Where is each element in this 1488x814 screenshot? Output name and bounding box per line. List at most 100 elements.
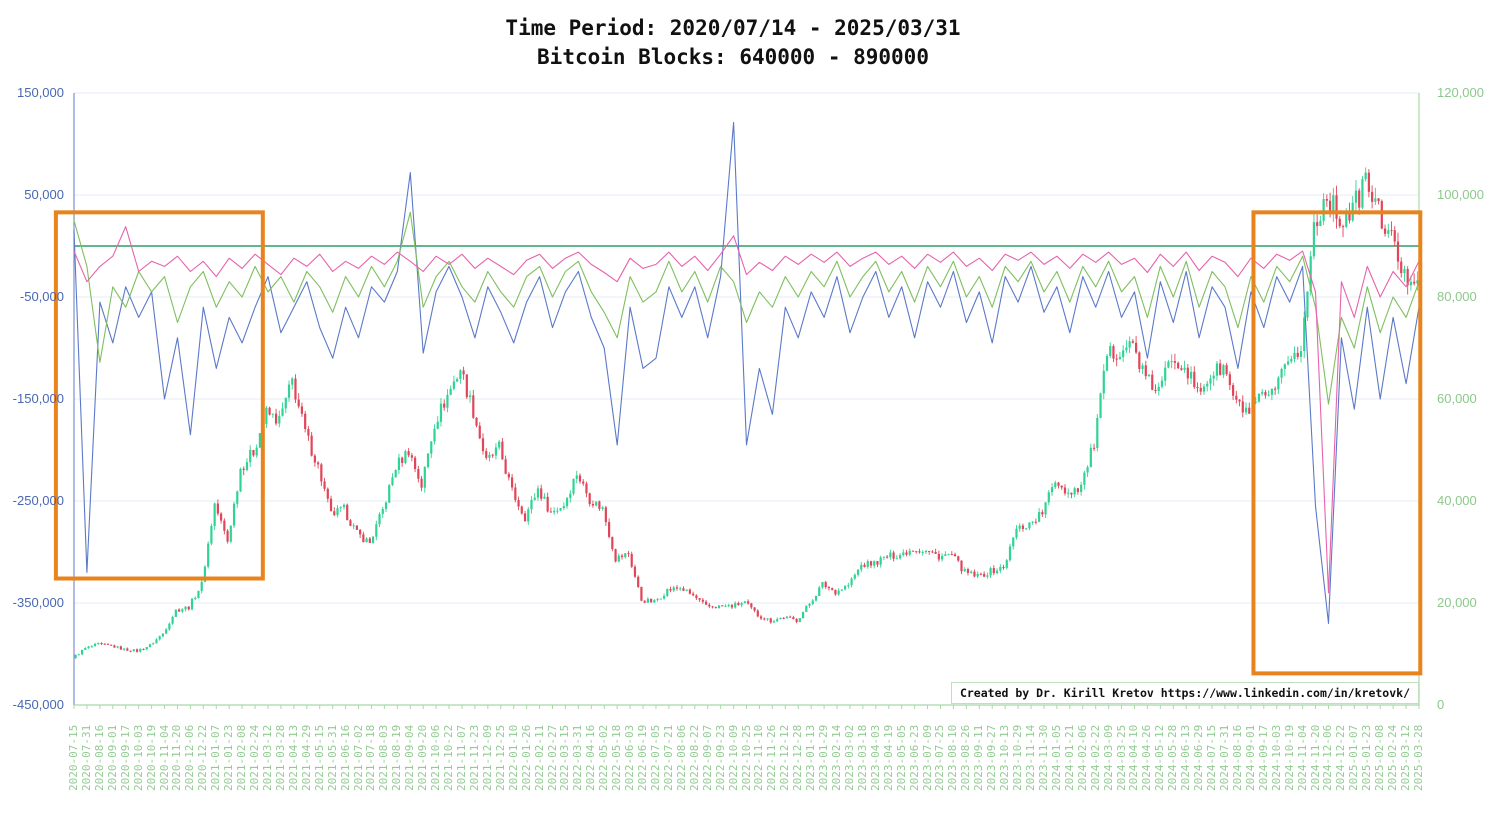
x-axis-tick-label: 2023-01-29 bbox=[817, 724, 831, 791]
x-axis-tick-label: 2025-03-12 bbox=[1399, 724, 1413, 791]
x-axis-tick-label: 2023-04-03 bbox=[868, 724, 882, 791]
x-axis-tick-label: 2021-07-02 bbox=[351, 724, 365, 791]
x-axis-tick-label: 2021-04-29 bbox=[299, 724, 313, 791]
x-axis-tick-label: 2024-09-01 bbox=[1243, 724, 1257, 791]
x-axis-tick-label: 2022-04-16 bbox=[584, 724, 598, 791]
x-axis-tick-label: 2023-08-26 bbox=[959, 724, 973, 791]
x-axis-tick-label: 2020-11-04 bbox=[157, 724, 171, 791]
x-axis-tick-label: 2023-08-10 bbox=[946, 724, 960, 791]
x-axis-tick-label: 2024-12-22 bbox=[1334, 724, 1348, 791]
x-axis-tick-label: 2022-06-03 bbox=[623, 724, 637, 791]
chart-title: Time Period: 2020/07/14 - 2025/03/31 Bit… bbox=[0, 14, 1466, 72]
x-axis-tick-label: 2022-12-28 bbox=[791, 724, 805, 791]
right-axis-tick-label: 60,000 bbox=[1437, 391, 1477, 406]
left-axis-tick-label: -450,000 bbox=[12, 697, 64, 712]
blue-line-series bbox=[73, 122, 1420, 624]
x-axis-tick-label: 2021-07-18 bbox=[364, 724, 378, 791]
right-axis-tick-label: 40,000 bbox=[1437, 493, 1477, 508]
x-axis-tick-label: 2025-03-28 bbox=[1412, 724, 1425, 791]
x-axis-tick-label: 2023-06-23 bbox=[907, 724, 921, 791]
x-axis-tick-label: 2024-12-06 bbox=[1321, 724, 1335, 791]
x-axis-tick-label: 2023-05-05 bbox=[894, 724, 908, 791]
x-axis-tick-label: 2022-07-05 bbox=[648, 724, 662, 791]
x-axis-tick-label: 2022-09-07 bbox=[700, 724, 714, 791]
x-axis-tick-label: 2023-01-13 bbox=[804, 724, 818, 791]
x-axis-tick-label: 2022-03-15 bbox=[558, 724, 572, 791]
x-axis-tick-label: 2020-12-06 bbox=[183, 724, 197, 791]
x-axis-tick-label: 2023-11-30 bbox=[1036, 724, 1050, 791]
left-axis-tick-label: 150,000 bbox=[17, 85, 64, 100]
x-axis-tick-label: 2024-06-13 bbox=[1179, 724, 1193, 791]
magenta-line-series bbox=[73, 226, 1420, 594]
x-axis-tick-label: 2022-05-02 bbox=[597, 724, 611, 791]
left-axis-tick-label: -250,000 bbox=[12, 493, 64, 508]
x-axis-tick-label: 2021-06-16 bbox=[338, 724, 352, 791]
x-axis-tick-label: 2020-10-03 bbox=[131, 724, 145, 791]
x-axis-tick-label: 2022-05-18 bbox=[610, 724, 624, 791]
chart-title-line2: Bitcoin Blocks: 640000 - 890000 bbox=[537, 45, 929, 69]
x-axis-tick-label: 2021-11-07 bbox=[454, 724, 468, 791]
x-axis-tick-label: 2021-01-07 bbox=[209, 724, 223, 791]
left-axis-tick-label: -50,000 bbox=[19, 289, 64, 304]
x-axis-tick-label: 2024-10-03 bbox=[1269, 724, 1283, 791]
attribution-text: Created by Dr. Kirill Kretov https://www… bbox=[959, 686, 1410, 700]
x-axis-tick-label: 2022-09-23 bbox=[713, 724, 727, 791]
x-axis-tick-label: 2021-03-12 bbox=[260, 724, 274, 791]
x-axis-tick-label: 2023-10-13 bbox=[998, 724, 1012, 791]
right-axis-tick-label: 0 bbox=[1437, 697, 1445, 712]
left-axis-tick-label: 50,000 bbox=[24, 187, 64, 202]
candlestick-series bbox=[74, 167, 1419, 659]
x-axis-tick-label: 2022-01-10 bbox=[506, 724, 520, 791]
x-axis-tick-label: 2024-01-21 bbox=[1062, 724, 1076, 791]
x-axis-tick-label: 2024-09-17 bbox=[1256, 724, 1270, 791]
x-axis-tick-label: 2021-02-08 bbox=[235, 724, 249, 791]
x-axis-tick-label: 2025-02-24 bbox=[1386, 724, 1400, 791]
x-axis-tick-label: 2021-12-25 bbox=[493, 724, 507, 791]
left-axis-tick-label: -150,000 bbox=[12, 391, 64, 406]
x-axis-tick-label: 2024-05-28 bbox=[1166, 724, 1180, 791]
x-axis-tick-label: 2024-01-05 bbox=[1049, 724, 1063, 791]
x-axis-tick-label: 2021-05-15 bbox=[312, 724, 326, 791]
x-axis-tick-label: 2022-10-09 bbox=[726, 724, 740, 791]
x-axis-tick-label: 2020-11-20 bbox=[170, 724, 184, 791]
x-axis-tick-label: 2024-07-15 bbox=[1205, 724, 1219, 791]
x-axis-tick-label: 2020-07-15 bbox=[67, 724, 80, 791]
x-axis-tick-label: 2025-02-08 bbox=[1373, 724, 1387, 791]
x-axis-tick-label: 2021-12-09 bbox=[480, 724, 494, 791]
x-axis-tick-label: 2024-03-09 bbox=[1101, 724, 1115, 791]
x-axis-tick-label: 2024-08-16 bbox=[1230, 724, 1244, 791]
x-axis-tick-label: 2021-10-22 bbox=[442, 724, 456, 791]
right-axis-tick-label: 100,000 bbox=[1437, 187, 1484, 202]
x-axis-tick-label: 2024-11-20 bbox=[1308, 724, 1322, 791]
x-axis-tick-label: 2022-11-26 bbox=[765, 724, 779, 791]
x-axis-tick-label: 2021-03-28 bbox=[273, 724, 287, 791]
x-axis-tick-label: 2022-02-27 bbox=[545, 724, 559, 791]
x-axis-tick-label: 2023-10-29 bbox=[1011, 724, 1025, 791]
x-axis-tick-label: 2023-03-02 bbox=[842, 724, 856, 791]
x-axis-tick-label: 2022-02-11 bbox=[532, 724, 546, 791]
x-axis-tick-label: 2023-04-19 bbox=[881, 724, 895, 791]
x-axis-tick-label: 2022-08-06 bbox=[674, 724, 688, 791]
x-axis-tick-label: 2020-07-31 bbox=[79, 724, 93, 791]
x-axis-tick-label: 2020-09-01 bbox=[105, 724, 119, 791]
x-axis-tick-label: 2021-02-24 bbox=[248, 724, 262, 791]
left-axis-tick-label: -350,000 bbox=[12, 595, 64, 610]
x-axis-tick-label: 2021-09-20 bbox=[416, 724, 430, 791]
x-axis-tick-label: 2024-10-19 bbox=[1282, 724, 1296, 791]
highlight-annotation-box bbox=[53, 210, 265, 581]
green-line-series bbox=[73, 211, 1420, 405]
right-axis-tick-label: 120,000 bbox=[1437, 85, 1484, 100]
right-axis-tick-label: 20,000 bbox=[1437, 595, 1477, 610]
x-axis-tick-label: 2022-01-26 bbox=[519, 724, 533, 791]
x-axis-tick-label: 2025-01-07 bbox=[1347, 724, 1361, 791]
right-axis-tick-label: 80,000 bbox=[1437, 289, 1477, 304]
x-axis-tick-label: 2023-02-14 bbox=[830, 724, 844, 791]
x-axis-tick-label: 2022-10-25 bbox=[739, 724, 753, 791]
x-axis-tick-label: 2021-08-03 bbox=[377, 724, 391, 791]
x-axis-tick-label: 2021-01-23 bbox=[222, 724, 236, 791]
x-axis-tick-label: 2023-07-09 bbox=[920, 724, 934, 791]
x-axis-tick-label: 2023-09-27 bbox=[985, 724, 999, 791]
x-axis-tick-label: 2023-11-14 bbox=[1024, 724, 1038, 791]
